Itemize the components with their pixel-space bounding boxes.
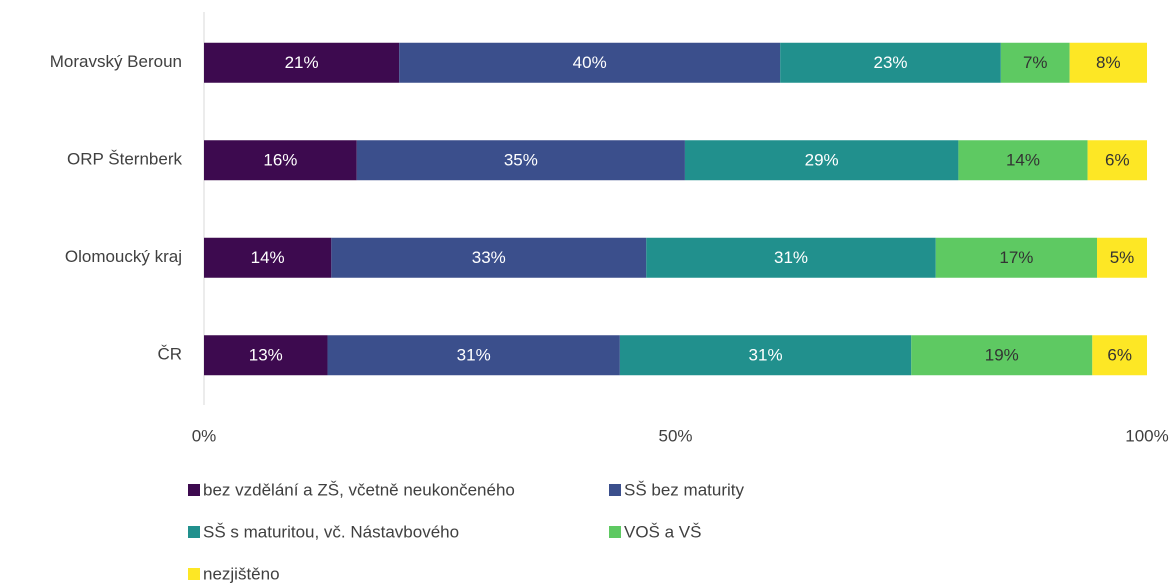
bar-segment [646,237,936,278]
data-label: 31% [749,346,783,365]
bar-segment [911,335,1093,376]
data-label: 31% [457,346,491,365]
x-tick-label: 0% [192,426,217,445]
legend-swatch [188,526,200,538]
legend-swatch [609,484,621,496]
bar-segment [1092,335,1147,376]
legend-label: VOŠ a VŠ [624,522,701,541]
data-label: 13% [249,346,283,365]
bar-segment [780,42,1001,83]
bar-segment [399,42,781,83]
bar-segment [204,335,328,376]
data-label: 5% [1110,248,1135,267]
legend-swatch [188,568,200,580]
bar-segment [204,42,400,83]
data-label: 21% [285,53,319,72]
y-tick-label: Moravský Beroun [50,52,182,71]
bar-segment [684,140,959,181]
data-label: 7% [1023,53,1048,72]
legend-label: nezjištěno [203,564,280,583]
y-tick-label: ORP Šternberk [67,150,182,169]
data-label: 31% [774,248,808,267]
legend-label: SŠ s maturitou, vč. Nástavbového [203,522,459,541]
bar-segment [935,237,1098,278]
bar-segment [958,140,1088,181]
legend-swatch [188,484,200,496]
data-label: 17% [999,248,1033,267]
data-label: 23% [873,53,907,72]
x-tick-label: 50% [658,426,692,445]
bar-segment [204,237,332,278]
bar-segment [356,140,685,181]
bar-segment [1000,42,1070,83]
x-tick-label: 100% [1125,426,1168,445]
bar-segment [331,237,647,278]
data-label: 35% [504,151,538,170]
legend-swatch [609,526,621,538]
bar-segment [619,335,912,376]
y-tick-label: Olomoucký kraj [65,247,182,266]
legend-label: SŠ bez maturity [624,480,744,499]
data-label: 14% [251,248,285,267]
data-label: 8% [1096,53,1121,72]
bar-segment [327,335,620,376]
data-label: 16% [263,151,297,170]
data-label: 6% [1105,151,1130,170]
bar-segment [1097,237,1147,278]
data-label: 40% [573,53,607,72]
bar-segment [204,140,357,181]
bar-segment [1087,140,1147,181]
data-label: 19% [985,346,1019,365]
y-tick-label: ČR [157,345,182,364]
data-label: 6% [1107,346,1132,365]
data-label: 33% [472,248,506,267]
data-label: 29% [805,151,839,170]
bar-segment [1069,42,1147,83]
legend-label: bez vzdělání a ZŠ, včetně neukončeného [203,480,515,499]
data-label: 14% [1006,151,1040,170]
